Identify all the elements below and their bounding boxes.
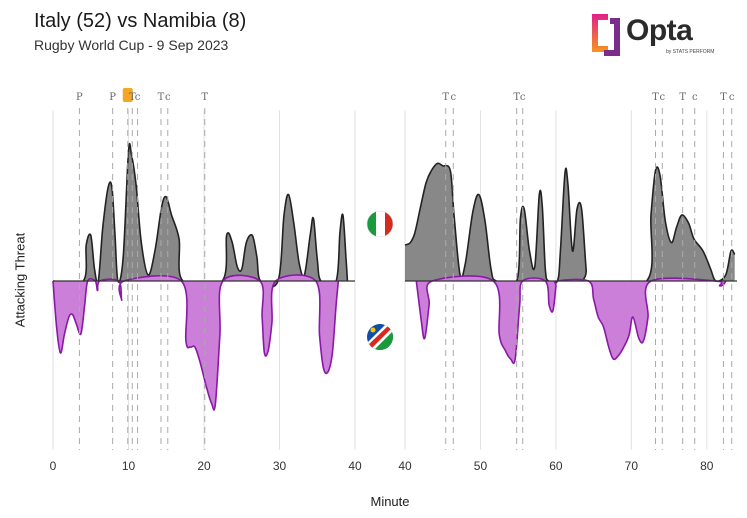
opta-logo-icon [592, 14, 620, 56]
event-label: c [729, 92, 735, 103]
event-label: c [450, 92, 456, 103]
x-tick-label: 40 [398, 459, 412, 473]
event-label: T [129, 92, 136, 103]
namibia-area-half1 [53, 274, 339, 411]
x-tick-label: 60 [549, 459, 563, 473]
namibia-area-half2 [416, 275, 726, 364]
namibia-line-half2 [415, 275, 727, 365]
event-label: c [692, 92, 698, 103]
x-tick-label: 70 [625, 459, 639, 473]
event-label: T [652, 92, 659, 103]
x-tick-label: 0 [50, 459, 57, 473]
event-label: T [513, 92, 520, 103]
opta-tagline: by STATS PERFORM [666, 49, 715, 55]
namibia-flag-icon [367, 324, 393, 350]
event-label: T [158, 92, 165, 103]
event-label: c [165, 92, 171, 103]
event-label: c [520, 92, 526, 103]
italy-line-half1 [52, 142, 349, 288]
x-tick-label: 80 [700, 459, 714, 473]
event-label: T [679, 92, 686, 103]
opta-logo: Opta by STATS PERFORM [586, 10, 716, 60]
area-layer [52, 142, 737, 411]
chart-title: Italy (52) vs Namibia (8) [34, 10, 247, 32]
event-label: c [135, 92, 141, 103]
namibia-line-half1 [52, 274, 340, 411]
x-tick-label: 50 [474, 459, 488, 473]
x-tick-label: 40 [348, 459, 362, 473]
event-label: T [442, 92, 449, 103]
italy-flag-icon [366, 210, 394, 238]
yellow-card-icon [122, 88, 133, 102]
event-label: P [109, 92, 116, 103]
italy-area-half1 [53, 143, 348, 287]
event-label: T [201, 92, 208, 103]
event-label: P [76, 92, 83, 103]
event-label: c [659, 92, 665, 103]
tick-layer: 0 10 20 30 40 40 50 60 70 80 [50, 459, 714, 473]
x-tick-label: 30 [273, 459, 287, 473]
x-axis-label: Minute [370, 494, 410, 509]
x-tick-label: 20 [197, 459, 211, 473]
event-label: T [720, 92, 727, 103]
x-tick-label: 10 [122, 459, 136, 473]
team-badges [366, 210, 394, 350]
chart-subtitle: Rugby World Cup - 9 Sep 2023 [34, 37, 229, 53]
opta-wordmark: Opta [626, 14, 693, 47]
